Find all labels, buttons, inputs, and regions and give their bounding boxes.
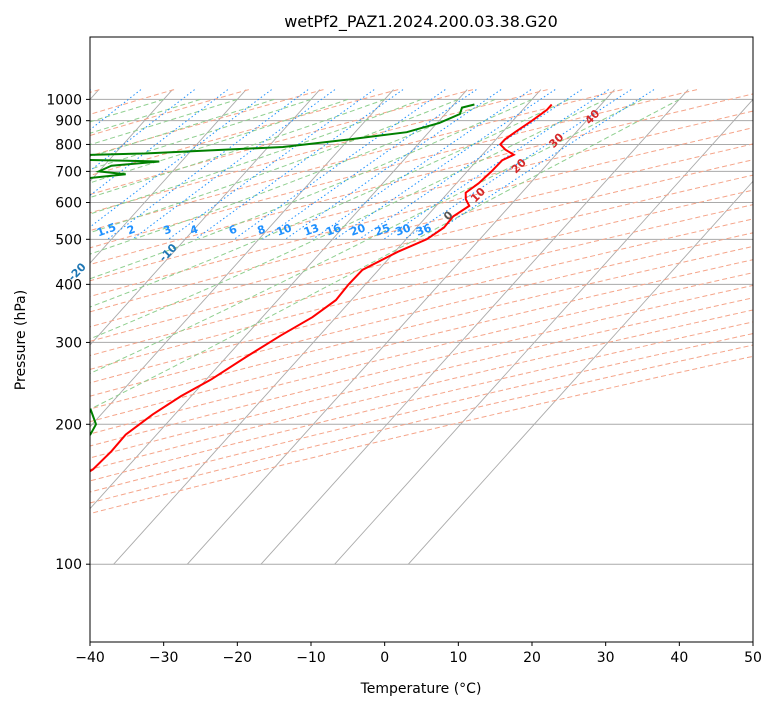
y-tick-label: 700	[55, 164, 82, 180]
x-tick-label: −40	[75, 650, 105, 666]
mixing-ratio-line	[107, 89, 309, 240]
isotherm-line	[90, 89, 468, 510]
dry-adiabat-line	[90, 189, 753, 357]
y-tick-label: 400	[55, 277, 82, 293]
moist-adiabat-line	[90, 98, 459, 234]
background-lines	[90, 89, 753, 565]
isotherm-line	[90, 89, 173, 182]
isotherm-line	[90, 89, 247, 264]
mixing-ratio-line	[90, 89, 229, 196]
mixing-ratio-label: 16	[324, 221, 343, 239]
y-tick-label: 800	[55, 137, 82, 153]
isotherm-line	[334, 98, 753, 565]
dewpoint-line	[90, 103, 475, 436]
mixing-ratio-line	[424, 89, 655, 240]
y-tick-label: 300	[55, 335, 82, 351]
dry-adiabat-line	[90, 309, 753, 470]
mixing-ratio-label: 10	[275, 221, 294, 239]
mixing-ratio-label: 4	[188, 222, 200, 237]
mixing-ratio-line	[358, 89, 582, 240]
moist-adiabat-line	[90, 98, 385, 199]
moist-adiabat-line	[90, 98, 643, 374]
mixing-ratio-line	[168, 89, 375, 240]
moist-adiabat-line	[90, 98, 533, 280]
moist-adiabat-line	[90, 98, 570, 308]
mixing-ratio-label: 36	[414, 221, 433, 239]
axis-ticks: −40 −30 −20 −10 0 10 20 30 40 50 100 200 300 400 500 60…	[46, 92, 762, 666]
moist-adiabat-line	[90, 98, 201, 134]
plot-frame	[89, 36, 754, 643]
mixing-ratio-line	[403, 89, 632, 240]
x-tick-label: −20	[223, 650, 253, 666]
dry-adiabat-line	[90, 89, 474, 195]
x-tick-label: 10	[449, 650, 467, 666]
dry-adiabat-line	[90, 297, 753, 459]
isotherm-line	[90, 89, 321, 346]
dry-adiabat-line	[90, 321, 753, 482]
x-axis-label: Temperature (°C)	[360, 681, 482, 697]
mixing-ratio-label: 2	[125, 223, 137, 238]
mixing-ratio-label: 13	[302, 221, 321, 238]
y-tick-label: 100	[55, 557, 82, 573]
dry-adiabat-line	[90, 89, 324, 157]
dry-adiabat-line	[90, 89, 698, 249]
mixing-ratio-label: 3	[162, 223, 174, 238]
isotherm-line	[187, 89, 615, 565]
dry-adiabat-line	[90, 344, 753, 504]
temperature-line	[90, 103, 553, 473]
profile-lines	[90, 103, 553, 473]
x-tick-label: −10	[296, 650, 326, 666]
dry-adiabat-line	[90, 89, 399, 176]
y-tick-label: 1000	[46, 92, 82, 108]
dry-adiabat-line	[90, 232, 753, 397]
mixing-ratio-line	[334, 89, 556, 240]
mixing-ratio-line	[90, 89, 195, 172]
moist-adiabat-line	[90, 98, 348, 184]
x-tick-label: −30	[149, 650, 179, 666]
mixing-ratio-line	[285, 89, 502, 240]
chart-title: wetPf2_PAZ1.2024.200.03.38.G20	[284, 12, 558, 32]
y-tick-label: 200	[55, 417, 82, 433]
moist-adiabat-line	[90, 98, 606, 340]
dry-adiabat-line	[90, 89, 548, 214]
y-axis-label: Pressure (hPa)	[13, 290, 29, 390]
x-tick-label: 50	[744, 650, 762, 666]
x-tick-label: 0	[380, 650, 389, 666]
mixing-ratio-label: 20	[348, 221, 367, 239]
moist-adiabat-line	[90, 98, 312, 170]
dry-adiabat-line	[90, 159, 753, 328]
mixing-ratio-line	[194, 89, 404, 240]
mixing-ratio-label: 1.5	[95, 221, 118, 240]
x-tick-label: 20	[523, 650, 541, 666]
x-tick-label: 40	[670, 650, 688, 666]
dry-adiabat-line	[90, 259, 753, 423]
moist-adiabat-line	[90, 98, 496, 255]
isotherm-line	[260, 89, 689, 565]
y-tick-label: 600	[55, 196, 82, 212]
dry-adiabat-line	[90, 355, 753, 515]
mixing-ratio-label: 25	[373, 221, 392, 238]
isotherm-line	[90, 89, 394, 428]
mixing-ratio-line	[262, 89, 477, 240]
dry-adiabat-line	[90, 143, 753, 313]
moist-adiabat-line	[90, 98, 275, 158]
x-tick-label: 30	[597, 650, 615, 666]
mixing-ratio-line	[90, 89, 272, 228]
moist-adiabat-line	[90, 98, 680, 410]
y-tick-label: 900	[55, 114, 82, 130]
mixing-ratio-label: 6	[227, 222, 239, 237]
y-tick-label: 500	[55, 232, 82, 248]
dry-adiabat-line	[90, 110, 753, 282]
mixing-ratio-label: 30	[394, 221, 413, 239]
isotherm-line	[113, 89, 542, 565]
dry-adiabat-line	[90, 333, 753, 493]
dry-adiabat-line	[90, 245, 753, 410]
dry-adiabat-line	[90, 218, 753, 384]
mixing-ratio-label: 8	[256, 223, 268, 238]
dry-adiabat-line	[90, 272, 753, 435]
dry-adiabat-line	[90, 284, 753, 447]
mixing-ratio-line	[312, 89, 532, 240]
mixing-ratio-line	[233, 89, 446, 240]
